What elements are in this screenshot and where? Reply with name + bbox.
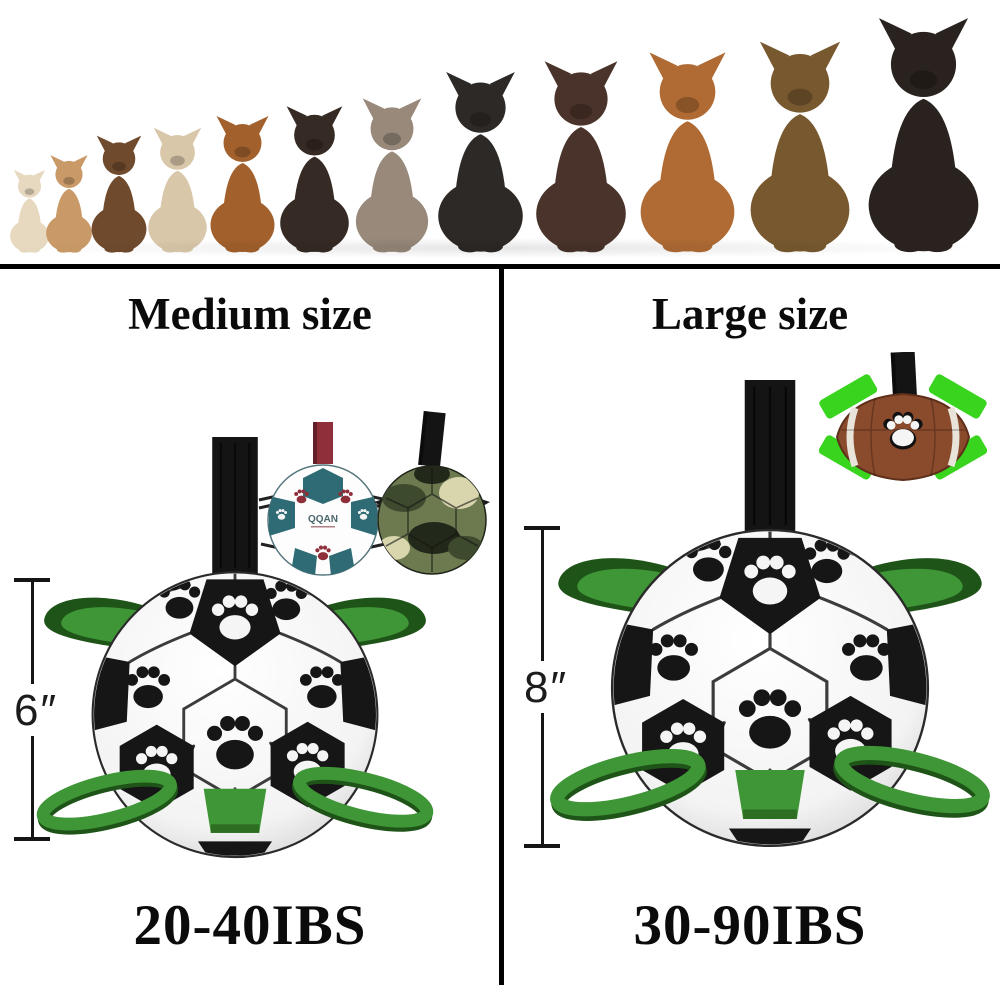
measure-cap-bottom (524, 844, 560, 848)
medium-size-title: Medium size (128, 289, 372, 339)
measure-line (540, 713, 544, 844)
medium-weight-label: 20-40IBS (133, 894, 367, 957)
teal-ball-brand-text: QQAN (308, 514, 338, 525)
dog-size-lineup (0, 0, 1000, 265)
panel-divider-horizontal (0, 264, 1000, 269)
height-label-large: 8″ (523, 663, 569, 712)
large-size-title: Large size (651, 289, 849, 339)
football-toy-image (818, 352, 988, 482)
measure-line (30, 582, 34, 684)
medium-ball-image (7, 437, 463, 914)
panel-divider-vertical (499, 269, 504, 985)
teal-variant-ball-image: QQAN (258, 422, 388, 576)
large-ball-image (517, 380, 1000, 909)
measure-line (540, 530, 544, 661)
dog-german-shepherd (733, 37, 867, 253)
camo-variant-ball-image (374, 410, 490, 575)
height-label-medium: 6″ (13, 685, 59, 735)
dog-vizsla (624, 48, 751, 253)
ground-shadow (20, 238, 980, 258)
measure-cap-bottom (14, 837, 50, 841)
height-measure-medium: 6″ (9, 578, 59, 841)
large-weight-label: 30-90IBS (633, 894, 867, 957)
measure-cap-top (524, 526, 560, 530)
measure-line (30, 735, 34, 837)
measure-cap-top (14, 578, 50, 582)
height-measure-large: 8″ (519, 526, 569, 848)
dog-bernese-mountain-dog (849, 13, 998, 253)
